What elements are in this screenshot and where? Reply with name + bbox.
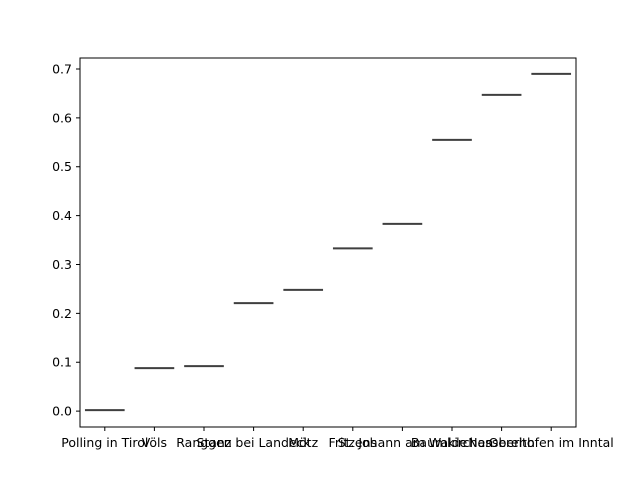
x-tick-label: Mötz <box>288 435 318 450</box>
x-tick-label: Baumkirchen <box>411 435 493 450</box>
y-tick-label: 0.2 <box>52 306 72 321</box>
x-tick-label: Stanz bei Landeck <box>196 435 311 450</box>
y-tick-label: 0.1 <box>52 355 72 370</box>
data-marks <box>84 72 572 412</box>
x-tick-label: St. Johann am Walde <box>338 435 468 450</box>
y-tick-label: 0.3 <box>52 257 72 272</box>
x-tick-label: Nassereith <box>468 435 535 450</box>
x-tick-label: Völs <box>142 435 167 450</box>
y-tick-label: 0.5 <box>52 159 72 174</box>
x-tick-label: Polling in Tirol <box>61 435 148 450</box>
x-tick-label: Oberhofen im Inntal <box>489 435 614 450</box>
y-tick-label: 0.6 <box>52 110 72 125</box>
x-tick-label: Ranggen <box>176 435 231 450</box>
y-axis: 0.0 0.1 0.2 0.3 0.4 0.5 0.6 0.7 <box>52 61 80 419</box>
x-tick-label: Fritzens <box>329 435 377 450</box>
y-tick-label: 0.4 <box>52 208 72 223</box>
y-tick-label: 0.0 <box>52 404 72 419</box>
y-tick-label: 0.7 <box>52 61 72 76</box>
plot-background <box>80 58 576 427</box>
plot-frame <box>79 57 577 428</box>
